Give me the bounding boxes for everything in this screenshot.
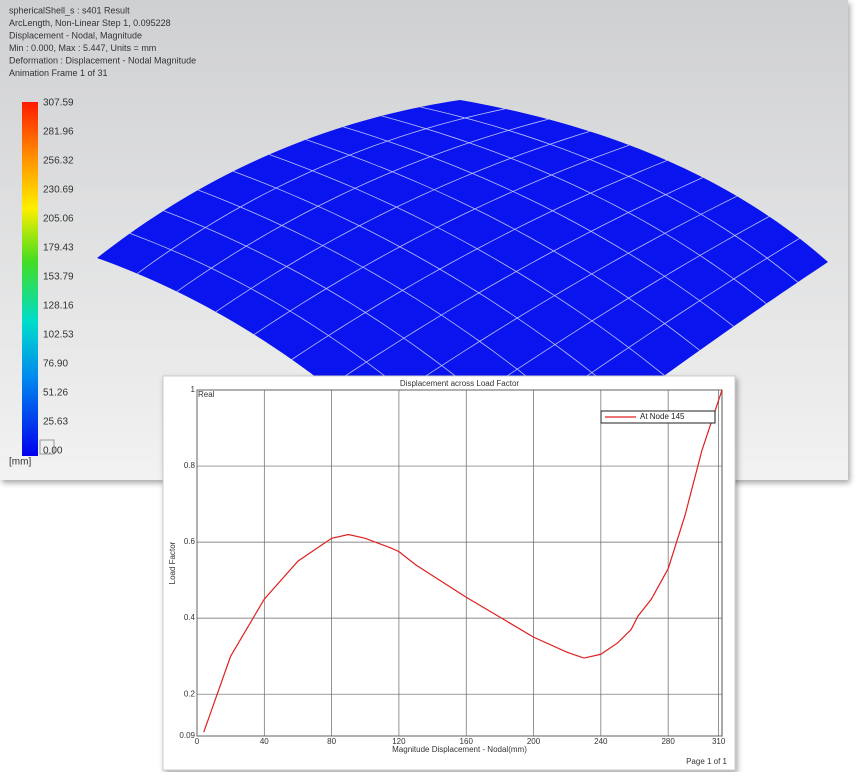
- result-info: ArcLength, Non-Linear Step 1, 0.095228: [9, 18, 171, 28]
- screen: sphericalShell_s : s401 Result ArcLength,…: [0, 0, 858, 772]
- legend-value: 102.53: [43, 330, 74, 341]
- legend-unit: [mm]: [9, 457, 31, 468]
- x-axis-label: Magnitude Displacement - Nodal(mm): [392, 745, 527, 754]
- y-tick-label: 0.8: [184, 461, 196, 470]
- legend-value: 25.63: [43, 417, 68, 428]
- legend-value: 128.16: [43, 301, 74, 312]
- legend-value: 256.32: [43, 156, 74, 167]
- legend-value: 153.79: [43, 272, 74, 283]
- legend-value: 230.69: [43, 185, 74, 196]
- y-tick-label: 0.6: [184, 537, 196, 546]
- legend-value: 51.26: [43, 388, 68, 399]
- legend-value: 0.00: [43, 446, 63, 457]
- screenshot: sphericalShell_s : s401 Result ArcLength,…: [0, 0, 858, 772]
- result-info: Deformation : Displacement - Nodal Magni…: [9, 55, 196, 65]
- legend-value: 179.43: [43, 243, 74, 254]
- annotation: Real: [198, 390, 215, 399]
- legend-value: 281.96: [43, 127, 74, 138]
- x-tick-label: 240: [594, 737, 608, 746]
- result-info: Animation Frame 1 of 31: [9, 68, 108, 78]
- result-info: Min : 0.000, Max : 5.447, Units = mm: [9, 43, 156, 53]
- footer: Page 1 of 1: [686, 757, 727, 766]
- x-tick-label: 200: [527, 737, 541, 746]
- legend-value: 76.90: [43, 359, 68, 370]
- y-tick-label: 1: [191, 385, 196, 394]
- x-tick-label: 80: [327, 737, 336, 746]
- legend-value: 205.06: [43, 214, 74, 225]
- x-tick-label: 280: [661, 737, 675, 746]
- chart-title: Displacement across Load Factor: [400, 379, 520, 388]
- y-tick-label: 0.2: [184, 689, 196, 698]
- result-info: Displacement - Nodal, Magnitude: [9, 30, 142, 40]
- x-tick-label: 0: [195, 737, 200, 746]
- chart-panel: Displacement across Load Factor 0.09 0.2 0.…: [163, 376, 735, 770]
- y-tick-label: 0.4: [184, 613, 196, 622]
- x-tick-label: 40: [260, 737, 269, 746]
- result-info: sphericalShell_s : s401 Result: [9, 5, 130, 15]
- chart-background: [163, 376, 735, 770]
- color-bar: [22, 102, 38, 456]
- legend-value: 307.59: [43, 98, 74, 109]
- legend-label: At Node 145: [640, 412, 685, 421]
- y-axis-label: Load Factor: [168, 541, 177, 584]
- y-tick-label: 0.09: [179, 731, 195, 740]
- x-tick-label: 310: [712, 737, 726, 746]
